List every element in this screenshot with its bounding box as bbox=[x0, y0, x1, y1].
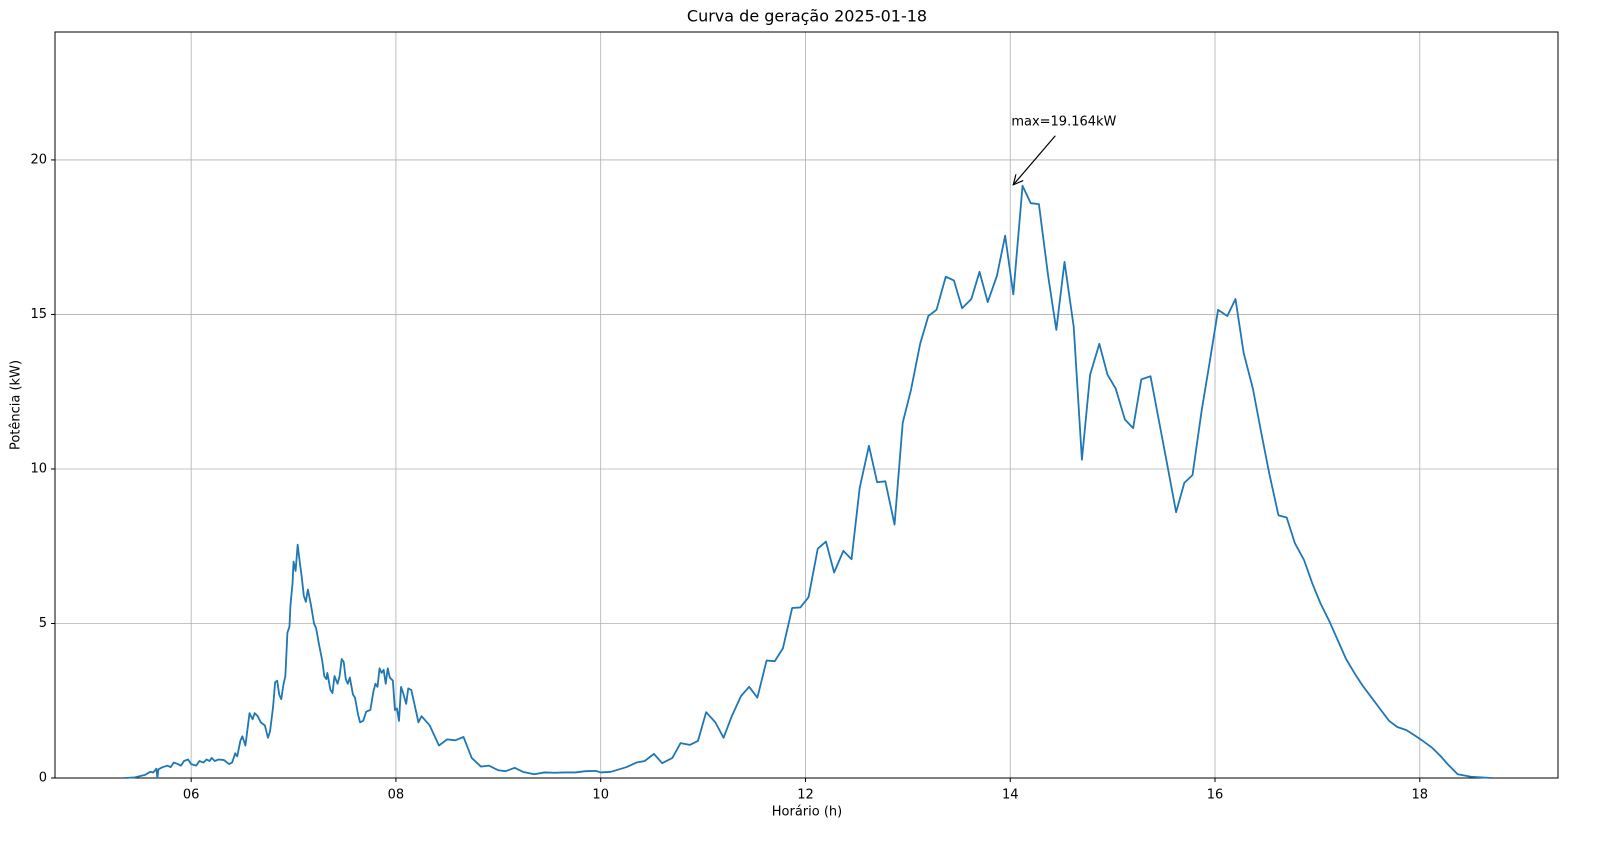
data-line bbox=[124, 184, 1492, 779]
x-tick-label: 16 bbox=[1207, 788, 1224, 803]
plot-frame bbox=[54, 31, 1559, 779]
y-tick-label: 0 bbox=[39, 771, 47, 786]
x-tick-label: 10 bbox=[592, 788, 609, 803]
x-tick-label: 18 bbox=[1412, 788, 1429, 803]
x-axis-label: Horário (h) bbox=[772, 805, 842, 820]
x-tick-label: 06 bbox=[183, 788, 200, 803]
y-tick-label: 5 bbox=[39, 616, 47, 631]
annotation-arrow bbox=[1013, 135, 1056, 185]
y-tick-label: 20 bbox=[30, 152, 47, 167]
x-tick-label: 12 bbox=[797, 788, 814, 803]
x-tick-label: 14 bbox=[1002, 788, 1019, 803]
y-tick-label: 10 bbox=[30, 461, 47, 476]
y-tick-label: 15 bbox=[30, 307, 47, 322]
chart-title: Curva de geração 2025-01-18 bbox=[687, 7, 927, 26]
y-axis-label: Potência (kW) bbox=[9, 360, 24, 450]
x-tick-label: 08 bbox=[388, 788, 405, 803]
annotation-text: max=19.164kW bbox=[1011, 114, 1116, 129]
